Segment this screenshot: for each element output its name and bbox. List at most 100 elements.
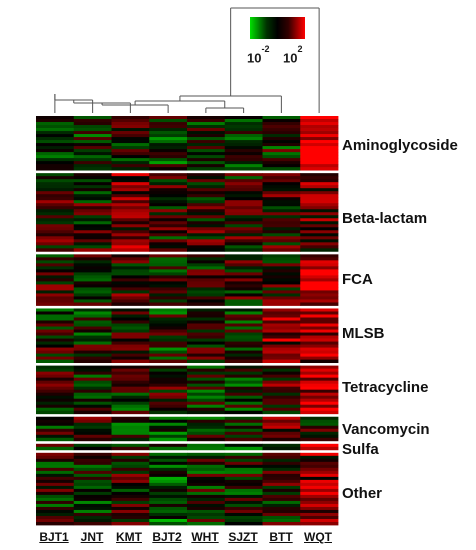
heatmap-cell: [149, 386, 188, 391]
heatmap-cell: [149, 347, 188, 351]
column-label-wqt: WQT: [304, 530, 332, 544]
heatmap-cell: [300, 125, 339, 129]
heatmap-cell: [224, 410, 263, 415]
heatmap-cell: [73, 314, 112, 318]
heatmap-cell: [36, 125, 75, 129]
heatmap-cell: [73, 188, 112, 192]
heatmap-cell: [36, 185, 75, 189]
row-group-label-tetracycline: Tetracycline: [342, 379, 429, 396]
heatmap-cell: [73, 164, 112, 168]
heatmap-cell: [300, 350, 339, 354]
heatmap-cell: [224, 356, 263, 361]
row-group-label-mlsb: MLSB: [342, 325, 385, 342]
heatmap-cell: [262, 494, 301, 499]
heatmap-cell: [187, 398, 226, 403]
heatmap-cell: [36, 203, 75, 207]
heatmap-cell: [262, 515, 301, 520]
heatmap-cell: [300, 257, 339, 261]
heatmap-cell: [36, 494, 75, 499]
heatmap-cell: [73, 137, 112, 141]
heatmap-cell: [262, 212, 301, 216]
heatmap-cell: [111, 302, 150, 306]
heatmap-cell: [149, 431, 188, 436]
heatmap-cell: [149, 266, 188, 270]
heatmap-cell: [187, 464, 226, 469]
heatmap-cell: [224, 446, 263, 451]
heatmap-cell: [36, 311, 75, 315]
heatmap-cell: [300, 209, 339, 213]
heatmap-cell: [73, 212, 112, 216]
heatmap-cell: [111, 203, 150, 207]
heatmap-cell: [36, 266, 75, 270]
heatmap-cell: [73, 344, 112, 348]
heatmap-cell: [262, 521, 301, 526]
heatmap-cell: [111, 254, 150, 258]
heatmap-cell: [224, 185, 263, 189]
column-label-btt: BTT: [269, 530, 293, 544]
heatmap-cell: [149, 299, 188, 303]
heatmap-cell: [224, 407, 263, 412]
heatmap-cell: [262, 302, 301, 306]
heatmap-cell: [73, 299, 112, 303]
heatmap-cell: [262, 386, 301, 391]
heatmap-cell: [224, 290, 263, 294]
heatmap-cell: [73, 131, 112, 135]
heatmap-cell: [73, 410, 112, 415]
heatmap-cell: [36, 224, 75, 228]
heatmap-cell: [111, 374, 150, 379]
heatmap-cell: [36, 410, 75, 415]
heatmap-cell: [300, 392, 339, 397]
heatmap-cell: [224, 293, 263, 297]
heatmap-cell: [149, 152, 188, 156]
heatmap-cell: [149, 383, 188, 388]
heatmap-cell: [111, 278, 150, 282]
heatmap-cell: [73, 371, 112, 376]
heatmap-cell: [262, 404, 301, 409]
heatmap-cell: [73, 467, 112, 472]
heatmap-cell: [224, 137, 263, 141]
heatmap-cell: [187, 482, 226, 487]
heatmap-cell: [36, 386, 75, 391]
heatmap-cell: [149, 428, 188, 433]
heatmap-cell: [73, 497, 112, 502]
heatmap-cell: [300, 488, 339, 493]
heatmap-cell: [73, 308, 112, 312]
heatmap-cell: [111, 149, 150, 153]
heatmap-cell: [111, 482, 150, 487]
heatmap-cell: [262, 200, 301, 204]
heatmap-cell: [36, 350, 75, 354]
heatmap-cell: [224, 320, 263, 324]
heatmap-cell: [300, 203, 339, 207]
heatmap-cell: [111, 116, 150, 120]
heatmap-cell: [111, 353, 150, 357]
heatmap-cell: [300, 245, 339, 249]
heatmap-cell: [224, 299, 263, 303]
heatmap-cell: [300, 239, 339, 243]
heatmap-cell: [36, 347, 75, 351]
heatmap-cell: [224, 224, 263, 228]
heatmap-cell: [73, 455, 112, 460]
heatmap-cell: [300, 458, 339, 463]
heatmap-cell: [187, 443, 226, 448]
heatmap-cell: [73, 488, 112, 493]
heatmap-cell: [262, 467, 301, 472]
heatmap-cell: [73, 173, 112, 177]
heatmap-cell: [224, 485, 263, 490]
heatmap-cell: [111, 329, 150, 333]
heatmap-cell: [149, 404, 188, 409]
heatmap-cell: [36, 425, 75, 430]
heatmap-cell: [36, 176, 75, 180]
heatmap-cell: [300, 485, 339, 490]
heatmap-cell: [149, 332, 188, 336]
heatmap-cell: [111, 242, 150, 246]
heatmap-cell: [187, 122, 226, 126]
heatmap-cell: [111, 185, 150, 189]
heatmap-cell: [300, 116, 339, 120]
heatmap-cell: [262, 434, 301, 439]
heatmap-cell: [300, 443, 339, 448]
heatmap-cell: [36, 179, 75, 183]
heatmap-cell: [224, 272, 263, 276]
heatmap-cell: [262, 398, 301, 403]
heatmap-cell: [111, 341, 150, 345]
